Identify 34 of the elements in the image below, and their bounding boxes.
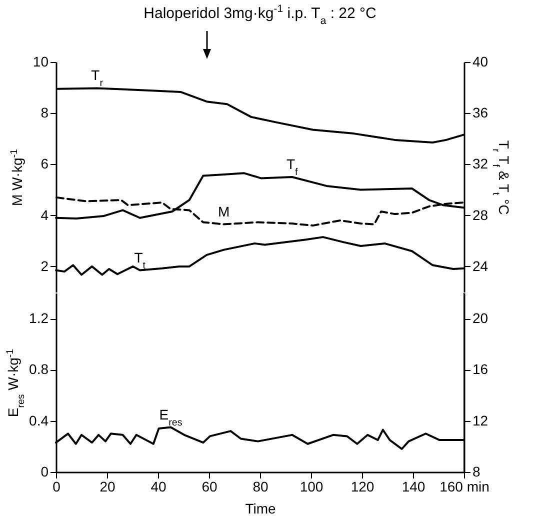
y-tick-label: 1.2 [29, 310, 49, 326]
y2-tick-label: 16 [472, 361, 488, 378]
series-label: T$_{t}$ [134, 249, 146, 271]
x-tick-label: 60 [202, 478, 218, 494]
y-tick-label: 6 [40, 156, 49, 172]
y2-tick-label: 36 [472, 104, 488, 121]
y-tick-label: 0.8 [29, 361, 49, 378]
x-axis-title: Time [245, 500, 276, 516]
y2-tick-label: 40 [472, 54, 488, 70]
x-tick-label: 40 [150, 478, 166, 494]
y2-tick-label: 20 [472, 310, 488, 326]
chart-title: Haloperidol 3mg·kg$^{-1}$ i.p. T$_{a}$ : 22 °C [144, 3, 377, 27]
series-label: T$_{r}$ [91, 67, 104, 89]
x-tick-label: 140 [402, 478, 426, 494]
x-tick-label: 120 [350, 478, 374, 494]
y2-tick-label: 12 [472, 412, 488, 428]
x-tick-label: 160 min [440, 478, 490, 494]
x-tick-label: 20 [100, 478, 116, 494]
y2-tick-label: 28 [472, 206, 488, 223]
series-label: T$_{f}$ [286, 156, 298, 178]
y-tick-label: 10 [32, 54, 49, 70]
x-tick-label: 0 [52, 478, 61, 494]
y-tick-label: 8 [40, 104, 49, 121]
y-tick-label: 0 [40, 464, 49, 480]
y2-tick-label: 8 [472, 464, 480, 480]
y-tick-label: 4 [40, 206, 49, 223]
series-label: M [218, 203, 230, 220]
y2-tick-label: 24 [472, 258, 488, 274]
x-tick-label: 100 [300, 478, 324, 494]
series-label: E$_{res}$ [159, 406, 182, 428]
x-tick-label: 80 [252, 478, 268, 494]
y-tick-label: 0.4 [29, 412, 49, 428]
y2-tick-label: 32 [472, 156, 488, 172]
y-tick-label: 2 [40, 258, 49, 274]
